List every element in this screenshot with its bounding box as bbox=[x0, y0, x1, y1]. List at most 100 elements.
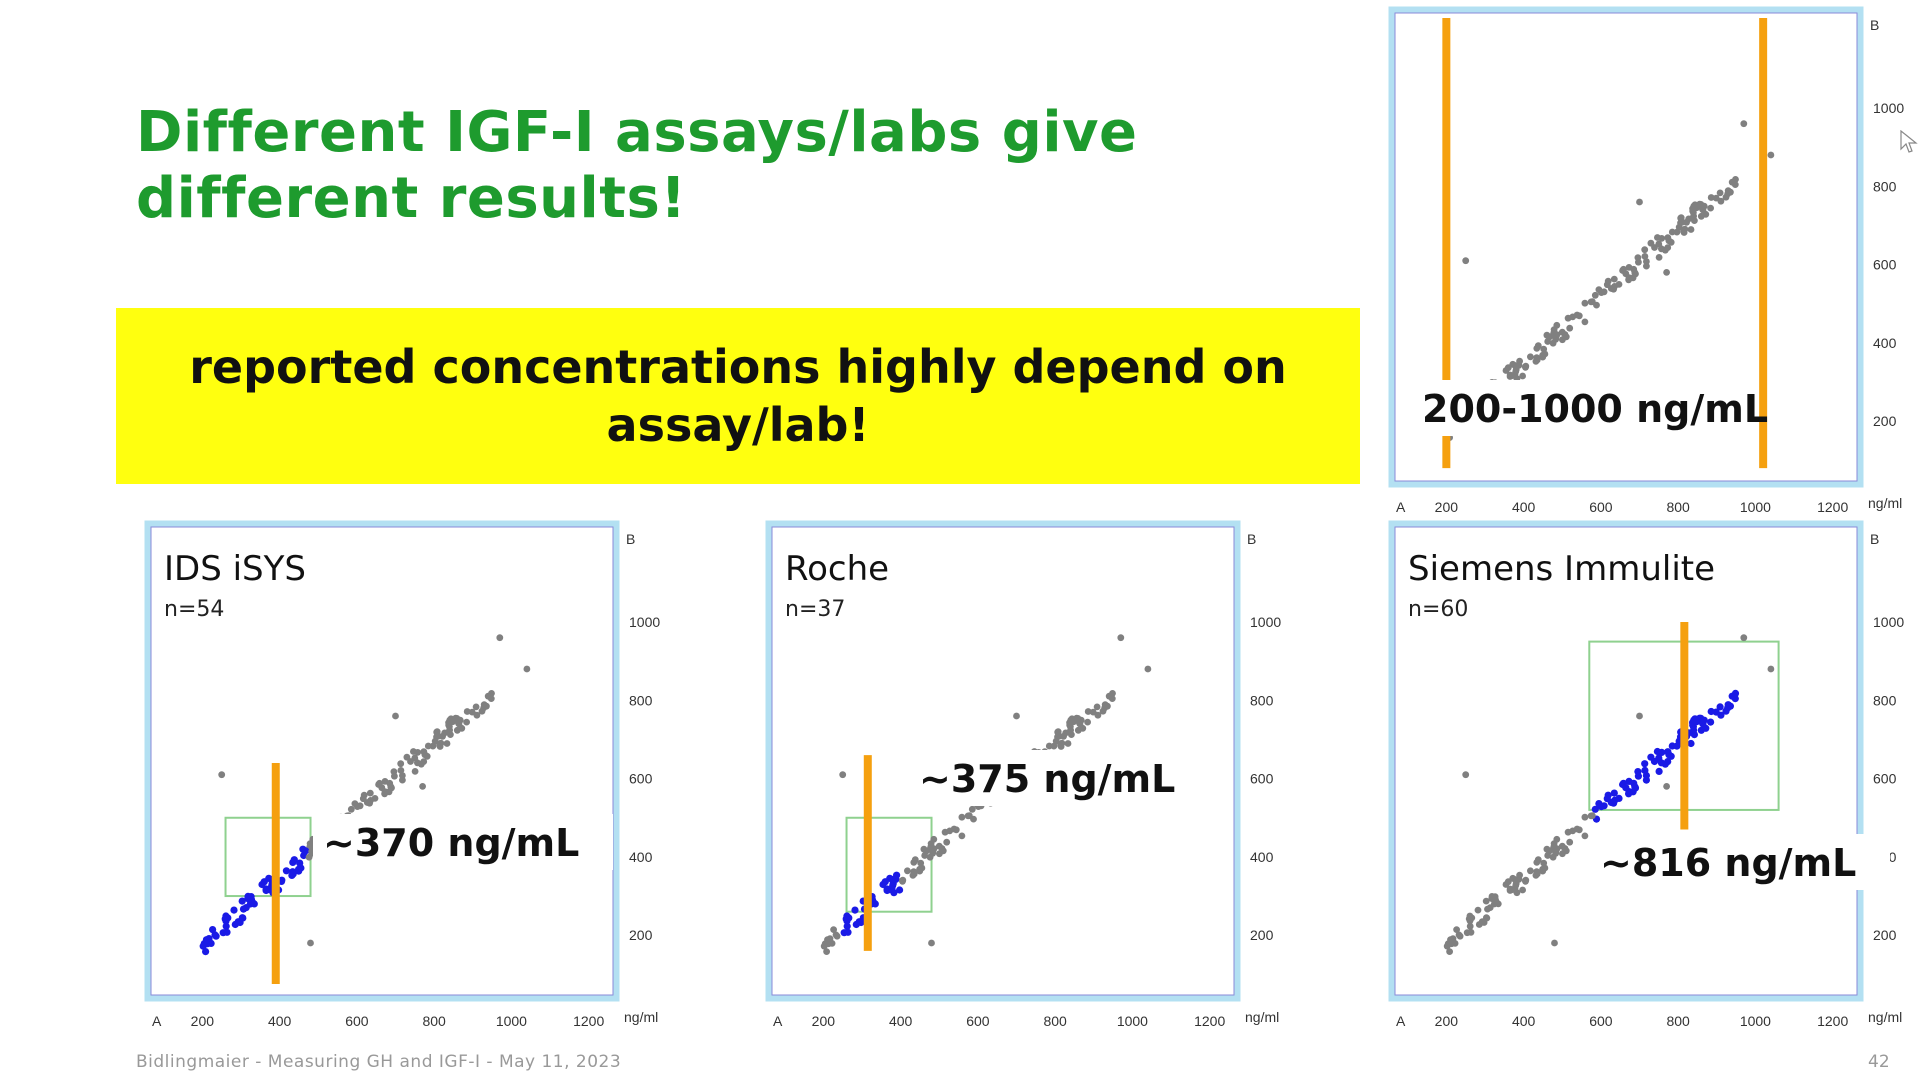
x-origin-label: A bbox=[773, 1013, 783, 1029]
scatter-point bbox=[1655, 767, 1663, 775]
scatter-point bbox=[1693, 204, 1700, 212]
scatter-point bbox=[1581, 299, 1589, 307]
chart-title: IDS iSYS bbox=[164, 549, 306, 589]
chart-siemens-immulite-svg: B2004006008001000A20040060080010001200ng… bbox=[1388, 520, 1904, 1029]
scatter-point bbox=[851, 906, 859, 914]
scatter-point bbox=[965, 812, 973, 820]
scatter-point bbox=[896, 886, 904, 894]
scatter-point bbox=[1552, 334, 1560, 341]
scatter-point bbox=[473, 711, 481, 719]
scatter-point bbox=[1566, 324, 1574, 332]
x-tick-label: 400 bbox=[1512, 499, 1536, 515]
scatter-point bbox=[852, 920, 860, 929]
scatter-point bbox=[1700, 202, 1708, 210]
scatter-point bbox=[842, 915, 850, 923]
scatter-point bbox=[390, 768, 398, 775]
scatter-point bbox=[916, 867, 924, 875]
scatter-point bbox=[927, 840, 935, 847]
scatter-point bbox=[1462, 257, 1470, 265]
scatter-point bbox=[939, 847, 947, 855]
scatter-point bbox=[443, 740, 451, 747]
scatter-point bbox=[1527, 867, 1534, 875]
y-axis-label: B bbox=[1870, 531, 1879, 547]
scatter-point bbox=[1591, 291, 1599, 299]
x-tick-label: 800 bbox=[1666, 499, 1690, 515]
scatter-point bbox=[1631, 784, 1639, 792]
chart-siemens-immulite: B2004006008001000A20040060080010001200ng… bbox=[1382, 520, 1920, 1030]
y-tick-label: 400 bbox=[1250, 849, 1274, 865]
highlight-banner: reported concentrations highly depend on… bbox=[116, 308, 1360, 484]
scatter-point bbox=[1077, 716, 1085, 724]
scatter-point bbox=[1455, 931, 1463, 939]
scatter-point bbox=[1642, 776, 1650, 784]
scatter-point bbox=[1093, 703, 1101, 711]
y-tick-label: 800 bbox=[1250, 692, 1274, 708]
x-tick-label: 1200 bbox=[1817, 1013, 1848, 1029]
scatter-point bbox=[1551, 939, 1558, 947]
annotation-bg bbox=[313, 814, 613, 870]
scatter-point bbox=[1546, 847, 1553, 855]
chart-overview-svg: B 200 400 600 800 1000 A 200 400 600 800 1000 1200 ng… bbox=[1388, 6, 1904, 515]
scatter-point bbox=[411, 768, 419, 775]
scatter-point bbox=[958, 813, 966, 821]
chart-title: Siemens Immulite bbox=[1408, 549, 1715, 589]
scatter-point bbox=[1707, 194, 1715, 201]
mouse-cursor-icon bbox=[1900, 130, 1918, 153]
scatter-point bbox=[1462, 771, 1470, 779]
scatter-point bbox=[1564, 828, 1572, 836]
scatter-point bbox=[1446, 948, 1453, 955]
scatter-point bbox=[289, 858, 297, 866]
scatter-point bbox=[917, 859, 925, 867]
x-tick-label: 200 bbox=[1435, 1013, 1459, 1029]
scatter-point bbox=[910, 870, 918, 878]
x-tick-label: 400 bbox=[268, 1013, 292, 1029]
scatter-point bbox=[1634, 768, 1642, 776]
y-tick-label: 800 bbox=[1873, 692, 1897, 708]
scatter-point bbox=[1603, 281, 1611, 289]
scatter-point bbox=[941, 828, 949, 836]
chart-annotation: ~370 ng/mL bbox=[323, 821, 579, 865]
scatter-point bbox=[295, 867, 303, 875]
scatter-point bbox=[1687, 226, 1695, 233]
scatter-point bbox=[449, 718, 456, 726]
scatter-point bbox=[381, 790, 388, 798]
scatter-point bbox=[1516, 357, 1523, 365]
scatter-points bbox=[1443, 634, 1775, 955]
scatter-point bbox=[1540, 345, 1548, 353]
scatter-point bbox=[1658, 748, 1666, 756]
scatter-point bbox=[1691, 217, 1698, 225]
scatter-point bbox=[1550, 840, 1558, 847]
scatter-point bbox=[1575, 312, 1583, 320]
scatter-point bbox=[202, 948, 210, 956]
scatter-point bbox=[1533, 870, 1541, 878]
scatter-point bbox=[262, 886, 270, 895]
scatter-point bbox=[1486, 904, 1494, 911]
scatter-point bbox=[1475, 921, 1483, 928]
scatter-point bbox=[1724, 704, 1732, 712]
scatter-point bbox=[437, 739, 445, 747]
chart-ids-isys: B 200 400 600 800 1000 A 200 400 600 800 1000 1200 ng… bbox=[138, 520, 678, 1030]
scatter-point bbox=[1641, 253, 1649, 260]
scatter-point bbox=[1109, 690, 1116, 697]
scatter-point bbox=[1467, 928, 1475, 936]
scatter-point bbox=[1641, 246, 1649, 254]
scatter-point bbox=[1717, 197, 1725, 205]
scatter-point bbox=[1731, 689, 1740, 697]
scatter-point bbox=[1465, 915, 1473, 923]
scatter-point bbox=[883, 886, 891, 895]
scatter-point bbox=[392, 712, 399, 720]
scatter-point bbox=[399, 776, 406, 784]
scatter-point bbox=[403, 753, 411, 761]
scatter-point bbox=[306, 840, 314, 847]
chart-annotation: ~816 ng/mL bbox=[1600, 841, 1856, 885]
scatter-point bbox=[958, 832, 966, 840]
chart-roche-svg: B 200 400 600 800 1000 A 200 400 600 800 1000 1200 ng… bbox=[765, 520, 1281, 1029]
scatter-point bbox=[1068, 731, 1075, 738]
scatter-point bbox=[844, 928, 852, 936]
scatter-point bbox=[889, 881, 897, 890]
scatter-point bbox=[447, 731, 454, 738]
scatter-point bbox=[1527, 353, 1534, 361]
scatter-point bbox=[307, 939, 314, 947]
y-tick-label: 800 bbox=[629, 692, 653, 708]
x-tick-label: 600 bbox=[1589, 1013, 1613, 1029]
